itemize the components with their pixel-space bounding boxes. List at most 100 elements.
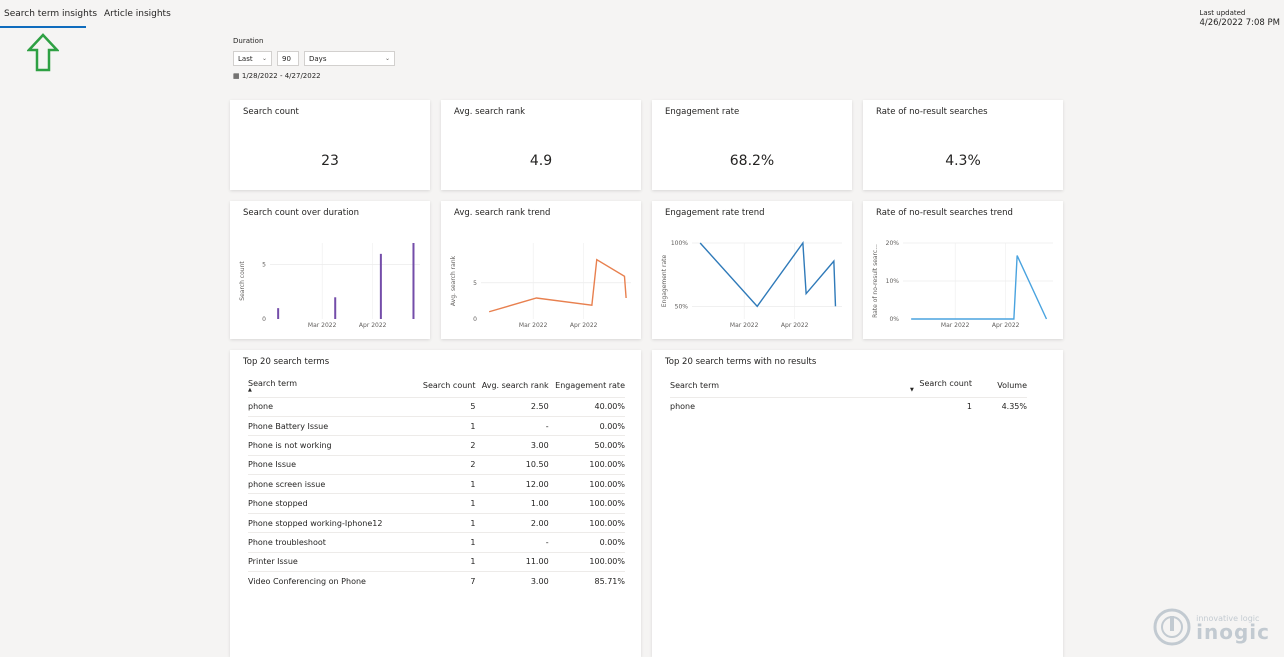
chart-title: Search count over duration: [243, 208, 360, 218]
header-search-count[interactable]: Search count: [422, 381, 476, 391]
table-row[interactable]: Video Conferencing on Phone 7 3.00 85.71%: [248, 571, 625, 591]
table-cell: 3.00: [475, 571, 549, 591]
table-cell: Phone stopped: [248, 493, 418, 514]
x-tick-label: Apr 2022: [359, 322, 387, 329]
x-tick-label: Apr 2022: [992, 322, 1020, 329]
sort-descending-icon: ▼: [910, 386, 914, 393]
table-cell: Phone is not working: [248, 435, 418, 456]
bar: [277, 308, 280, 319]
y-tick-label: 20%: [886, 240, 900, 247]
y-axis-label: Avg. search rank: [450, 255, 457, 306]
no-result-terms-card: Top 20 search terms with no results Sear…: [652, 350, 1063, 657]
bar: [334, 297, 337, 319]
sort-ascending-icon: ▲: [248, 386, 252, 393]
table-cell: 1: [418, 493, 476, 514]
series-line: [488, 258, 627, 313]
duration-unit-select[interactable]: Days ⌄: [304, 51, 395, 66]
table-cell: Phone Issue: [248, 454, 418, 475]
table-cell: 0.00%: [548, 415, 625, 436]
table-row[interactable]: phone 1 4.35%: [670, 396, 1027, 417]
header-label: Search term: [248, 378, 298, 388]
y-tick-label: 0: [473, 316, 477, 323]
duration-label: Duration: [233, 37, 264, 45]
table-row[interactable]: Phone Issue 2 10.50 100.00%: [248, 454, 625, 475]
table-cell: 1: [418, 415, 476, 436]
chart-card-no-result: Rate of no-result searches trend Rate of…: [863, 201, 1063, 339]
header-label: Search count: [919, 378, 972, 388]
chart-title: Engagement rate trend: [665, 208, 765, 218]
date-range-text: 1/28/2022 - 4/27/2022: [241, 72, 321, 80]
chevron-down-icon: ⌄: [261, 55, 267, 62]
x-tick-label: Mar 2022: [519, 322, 548, 329]
table-cell: 100.00%: [548, 493, 625, 514]
table-cell: 12.00: [475, 474, 549, 494]
date-range: ▦ 1/28/2022 - 4/27/2022: [233, 72, 395, 80]
bar: [412, 243, 415, 319]
kpi-search-count: Search count 23: [230, 100, 430, 190]
table-cell: Printer Issue: [248, 551, 418, 572]
y-axis-label: Rate of no-result searc...: [872, 244, 879, 318]
kpi-value: 4.9: [529, 153, 553, 169]
table-cell: Phone stopped working-Iphone12: [248, 512, 418, 533]
table-cell: phone: [248, 396, 418, 417]
top-search-terms-card: Top 20 search terms Search term ▲ Search…: [230, 350, 641, 657]
header-volume[interactable]: Volume: [997, 381, 1027, 391]
x-tick-label: Apr 2022: [570, 322, 598, 329]
tab-article-insights[interactable]: Article insights: [104, 9, 171, 19]
no-result-terms-table: Search term Search count ▼ Volume phone 1…: [670, 375, 1027, 417]
header-engagement-rate[interactable]: Engagement rate: [555, 381, 625, 391]
duration-mode-value: Last: [238, 54, 253, 63]
table-cell: Phone troubleshoot: [248, 532, 418, 553]
x-tick-label: Apr 2022: [781, 322, 809, 329]
tab-search-term-insights[interactable]: Search term insights: [0, 0, 97, 28]
kpi-value: 23: [321, 153, 339, 169]
last-updated-label: Last updated: [1199, 9, 1246, 17]
y-tick-label: 5: [473, 280, 477, 287]
table-cell: 2: [418, 454, 476, 475]
y-tick-label: 0%: [889, 316, 899, 323]
table-row[interactable]: Phone is not working 2 3.00 50.00%: [248, 435, 625, 456]
duration-filter: Duration Last ⌄ 90 Days ⌄ ▦ 1/28/2022 - …: [233, 37, 395, 80]
last-updated: Last updated 4/26/2022 7:08 PM: [1199, 9, 1280, 28]
header-search-term[interactable]: Search term: [670, 381, 720, 391]
chart-title: Avg. search rank trend: [454, 208, 551, 218]
logo-tagline: innovative logic: [1196, 613, 1260, 623]
duration-mode-select[interactable]: Last ⌄: [233, 51, 272, 66]
calendar-icon: ▦: [233, 72, 240, 80]
y-tick-label: 0: [262, 316, 266, 323]
header-search-count[interactable]: Search count ▼: [910, 375, 972, 397]
table-row[interactable]: Phone Battery Issue 1-0.00%: [248, 415, 625, 436]
table-row[interactable]: Phone troubleshoot 1-0.00%: [248, 532, 625, 553]
series-line: [699, 241, 837, 308]
table-cell: 1: [418, 551, 476, 572]
kpi-title: Rate of no-result searches: [876, 107, 988, 117]
table-row[interactable]: Phone stopped working-Iphone12 1 2.00 100.0…: [248, 512, 625, 533]
logo-wordmark: inogic: [1196, 619, 1270, 644]
table-row[interactable]: Printer Issue 1 11.00 100.00%: [248, 551, 625, 572]
table-cell: 40.00%: [548, 396, 625, 417]
y-axis-label: Engagement rate: [661, 255, 668, 308]
chevron-down-icon: ⌄: [384, 55, 390, 62]
kpi-title: Search count: [243, 107, 299, 117]
table-cell: Phone Battery Issue: [248, 415, 418, 436]
search-count-chart: Search count 0 5 Mar 2022 Apr 2022: [239, 243, 420, 329]
table-row[interactable]: Phone stopped 1 1.00 100.00%: [248, 493, 625, 514]
header-search-term[interactable]: Search term ▲: [248, 375, 418, 397]
table-cell: -: [475, 415, 549, 436]
table-cell: 2.00: [475, 512, 549, 533]
table-row[interactable]: phone 5 2.50 40.00%: [248, 396, 625, 417]
duration-amount-input[interactable]: 90: [277, 51, 299, 66]
table-cell: 85.71%: [548, 571, 625, 591]
bar: [379, 253, 382, 319]
table-row[interactable]: phone screen issue 1 12.00 100.00%: [248, 474, 625, 494]
table-cell: phone screen issue: [248, 474, 418, 494]
inogic-logo: innovative logic inogic: [1152, 607, 1270, 647]
header-avg-search-rank[interactable]: Avg. search rank: [481, 381, 549, 391]
table-cell: 0.00%: [548, 532, 625, 553]
table-cell: 50.00%: [548, 435, 625, 456]
kpi-title: Avg. search rank: [454, 107, 526, 117]
table-cell: Video Conferencing on Phone: [248, 571, 418, 591]
chart-card-engagement: Engagement rate trend Engagement rate 50%…: [652, 201, 852, 339]
kpi-title: Engagement rate: [665, 107, 740, 117]
y-tick-label: 5: [262, 262, 266, 269]
